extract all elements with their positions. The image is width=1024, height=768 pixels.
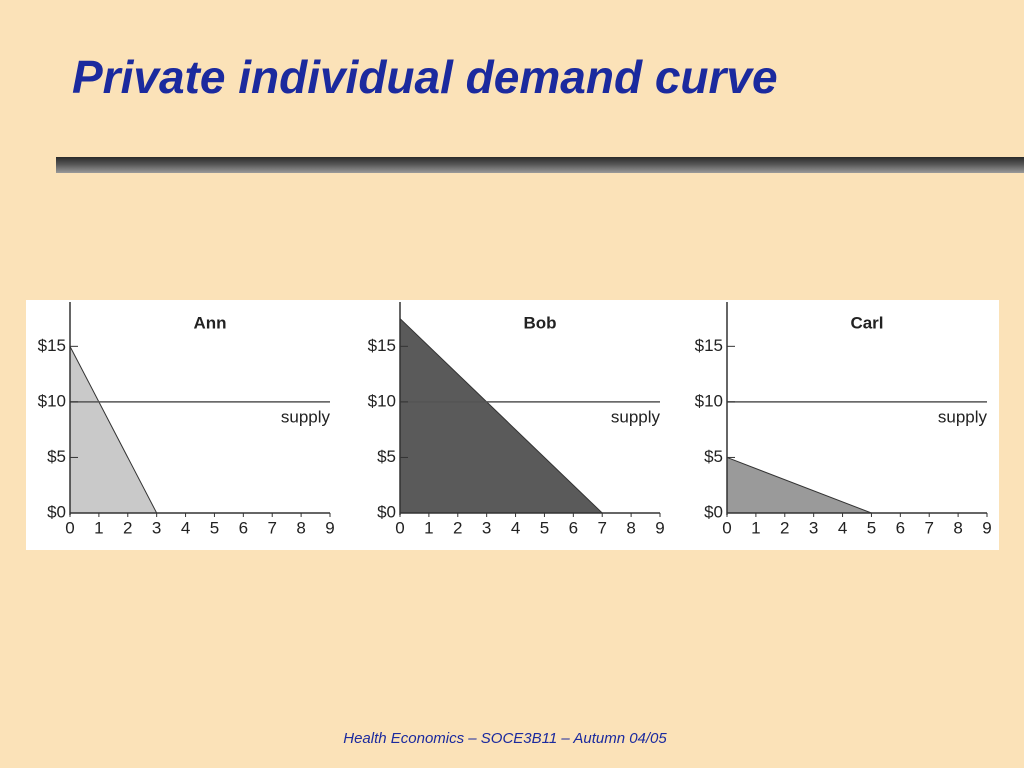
x-tick-label: 2 — [123, 518, 132, 537]
x-tick-label: 4 — [181, 518, 190, 537]
supply-label: supply — [938, 407, 988, 426]
x-tick-label: 8 — [296, 518, 305, 537]
slide-title: Private individual demand curve — [72, 51, 778, 103]
x-tick-label: 3 — [152, 518, 161, 537]
x-tick-label: 9 — [325, 518, 334, 537]
x-tick-label: 8 — [626, 518, 635, 537]
x-tick-label: 6 — [896, 518, 905, 537]
x-tick-label: 1 — [424, 518, 433, 537]
y-tick-label: $5 — [704, 447, 723, 466]
y-tick-label: $15 — [368, 336, 396, 355]
x-tick-label: 4 — [511, 518, 520, 537]
x-tick-label: 6 — [239, 518, 248, 537]
x-tick-label: 9 — [655, 518, 664, 537]
y-tick-label: $5 — [47, 447, 66, 466]
x-tick-label: 2 — [780, 518, 789, 537]
x-tick-label: 9 — [982, 518, 991, 537]
x-tick-label: 7 — [597, 518, 606, 537]
y-tick-label: $10 — [368, 391, 396, 410]
x-tick-label: 0 — [722, 518, 731, 537]
x-tick-label: 4 — [838, 518, 847, 537]
x-tick-label: 0 — [65, 518, 74, 537]
x-tick-label: 0 — [395, 518, 404, 537]
chart-title: Bob — [523, 313, 556, 332]
x-tick-label: 5 — [867, 518, 876, 537]
y-tick-label: $15 — [695, 336, 723, 355]
x-tick-label: 5 — [540, 518, 549, 537]
x-tick-label: 1 — [751, 518, 760, 537]
y-tick-label: $5 — [377, 447, 396, 466]
supply-label: supply — [611, 407, 661, 426]
x-tick-label: 2 — [453, 518, 462, 537]
x-tick-label: 5 — [210, 518, 219, 537]
y-tick-label: $10 — [695, 391, 723, 410]
y-tick-label: $0 — [47, 502, 66, 521]
y-tick-label: $0 — [377, 502, 396, 521]
x-tick-label: 7 — [924, 518, 933, 537]
x-tick-label: 1 — [94, 518, 103, 537]
footer: Health Economics – SOCE3B11 – Autumn 04/… — [343, 730, 667, 747]
y-tick-label: $10 — [38, 391, 66, 410]
chart-title: Ann — [193, 313, 226, 332]
y-tick-label: $0 — [704, 502, 723, 521]
x-tick-label: 6 — [569, 518, 578, 537]
chart-title: Carl — [850, 313, 883, 332]
x-tick-label: 8 — [953, 518, 962, 537]
x-tick-label: 7 — [267, 518, 276, 537]
x-tick-label: 3 — [809, 518, 818, 537]
y-tick-label: $15 — [38, 336, 66, 355]
supply-label: supply — [281, 407, 331, 426]
title-rule — [56, 157, 1024, 173]
x-tick-label: 3 — [482, 518, 491, 537]
